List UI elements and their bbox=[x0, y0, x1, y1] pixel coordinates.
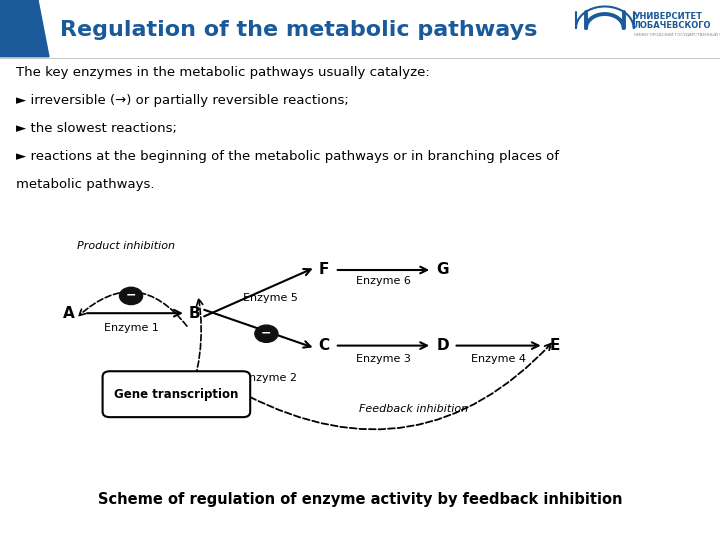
Circle shape bbox=[255, 325, 278, 342]
Text: Enzyme 5: Enzyme 5 bbox=[243, 293, 297, 303]
Text: E: E bbox=[549, 338, 559, 353]
Circle shape bbox=[120, 287, 143, 305]
Text: D: D bbox=[436, 338, 449, 353]
Text: Scheme of regulation of enzyme activity by feedback inhibition: Scheme of regulation of enzyme activity … bbox=[98, 492, 622, 507]
Text: УНИВЕРСИТЕТ: УНИВЕРСИТЕТ bbox=[634, 12, 703, 21]
Text: Product inhibition: Product inhibition bbox=[77, 241, 175, 251]
Text: G: G bbox=[436, 262, 449, 278]
Text: Enzyme 1: Enzyme 1 bbox=[104, 323, 158, 333]
Text: Enzyme 6: Enzyme 6 bbox=[356, 276, 410, 286]
Text: Enzyme 3: Enzyme 3 bbox=[356, 354, 410, 364]
Text: Feedback inhibition: Feedback inhibition bbox=[359, 404, 469, 414]
Text: F: F bbox=[319, 262, 329, 278]
Text: Gene transcription: Gene transcription bbox=[114, 388, 238, 401]
Text: ЛОБАЧЕВСКОГО: ЛОБАЧЕВСКОГО bbox=[634, 22, 711, 30]
FancyBboxPatch shape bbox=[102, 372, 251, 417]
Text: Regulation of the metabolic pathways: Regulation of the metabolic pathways bbox=[60, 19, 537, 40]
Text: Enzyme 4: Enzyme 4 bbox=[471, 354, 526, 364]
Text: The key enzymes in the metabolic pathways usually catalyze:: The key enzymes in the metabolic pathway… bbox=[16, 66, 430, 79]
Text: Enzyme 2: Enzyme 2 bbox=[243, 373, 297, 383]
Polygon shape bbox=[0, 0, 49, 57]
Text: A: A bbox=[63, 306, 74, 321]
Text: C: C bbox=[318, 338, 330, 353]
Text: ► reactions at the beginning of the metabolic pathways or in branching places of: ► reactions at the beginning of the meta… bbox=[16, 150, 559, 163]
Text: −: − bbox=[126, 289, 136, 302]
Text: B: B bbox=[189, 306, 200, 321]
Text: ► irreversible (→) or partially reversible reactions;: ► irreversible (→) or partially reversib… bbox=[16, 94, 348, 107]
Text: −: − bbox=[261, 327, 271, 340]
Text: НИЖЕГОРОДСКИЙ ГОСУДАРСТВЕННЫЙ УНИВЕРСИТЕТ: НИЖЕГОРОДСКИЙ ГОСУДАРСТВЕННЫЙ УНИВЕРСИТЕ… bbox=[634, 33, 720, 38]
Text: metabolic pathways.: metabolic pathways. bbox=[16, 178, 154, 191]
Text: ► the slowest reactions;: ► the slowest reactions; bbox=[16, 122, 176, 135]
